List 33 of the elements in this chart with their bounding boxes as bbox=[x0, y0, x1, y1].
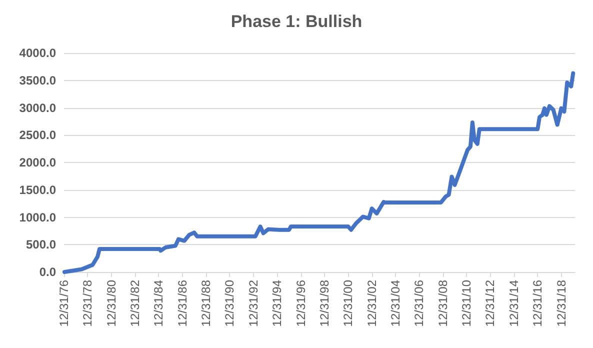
x-tick-label: 12/31/76 bbox=[57, 280, 71, 327]
x-tick-label: 12/31/96 bbox=[294, 280, 308, 327]
chart-title: Phase 1: Bullish bbox=[230, 12, 362, 31]
x-tick-label: 12/31/08 bbox=[436, 280, 450, 327]
x-tick-label: 12/31/90 bbox=[222, 280, 237, 327]
x-tick-label: 12/31/78 bbox=[80, 280, 95, 327]
y-tick-label: 4000.0 bbox=[19, 46, 56, 60]
x-tick-label: 12/31/88 bbox=[199, 280, 214, 327]
x-tick-label: 12/31/16 bbox=[530, 280, 545, 327]
y-tick-label: 500.0 bbox=[26, 238, 56, 252]
y-tick-label: 1000.0 bbox=[19, 210, 56, 224]
y-tick-label: 1500.0 bbox=[19, 182, 56, 197]
x-tick-label: 12/31/04 bbox=[388, 280, 403, 327]
x-tick-label: 12/31/06 bbox=[412, 280, 426, 327]
y-tick-label: 3000.0 bbox=[19, 100, 56, 115]
x-tick-label: 12/31/02 bbox=[364, 280, 379, 327]
y-tick-label: 2000.0 bbox=[19, 156, 56, 170]
x-tick-label: 12/31/10 bbox=[460, 280, 474, 327]
x-tick-label: 12/31/94 bbox=[270, 280, 284, 327]
x-tick-label: 12/31/98 bbox=[317, 280, 332, 327]
x-tick-label: 12/31/00 bbox=[341, 280, 356, 327]
x-tick-label: 12/31/14 bbox=[506, 280, 521, 327]
x-tick-label: 12/31/84 bbox=[152, 280, 166, 327]
x-tick-label: 12/31/86 bbox=[175, 280, 190, 327]
y-tick-label: 0.0 bbox=[39, 265, 56, 279]
x-tick-label: 12/31/80 bbox=[104, 280, 118, 327]
line-series bbox=[62, 71, 576, 274]
x-tick-label: 12/31/92 bbox=[246, 280, 260, 327]
x-tick-label: 12/31/12 bbox=[483, 280, 498, 327]
y-tick-label: 2500.0 bbox=[19, 128, 56, 142]
y-tick-label: 3500.0 bbox=[19, 73, 56, 88]
x-tick-label: 12/31/82 bbox=[128, 280, 142, 327]
x-tick-label: 12/31/18 bbox=[554, 280, 568, 327]
